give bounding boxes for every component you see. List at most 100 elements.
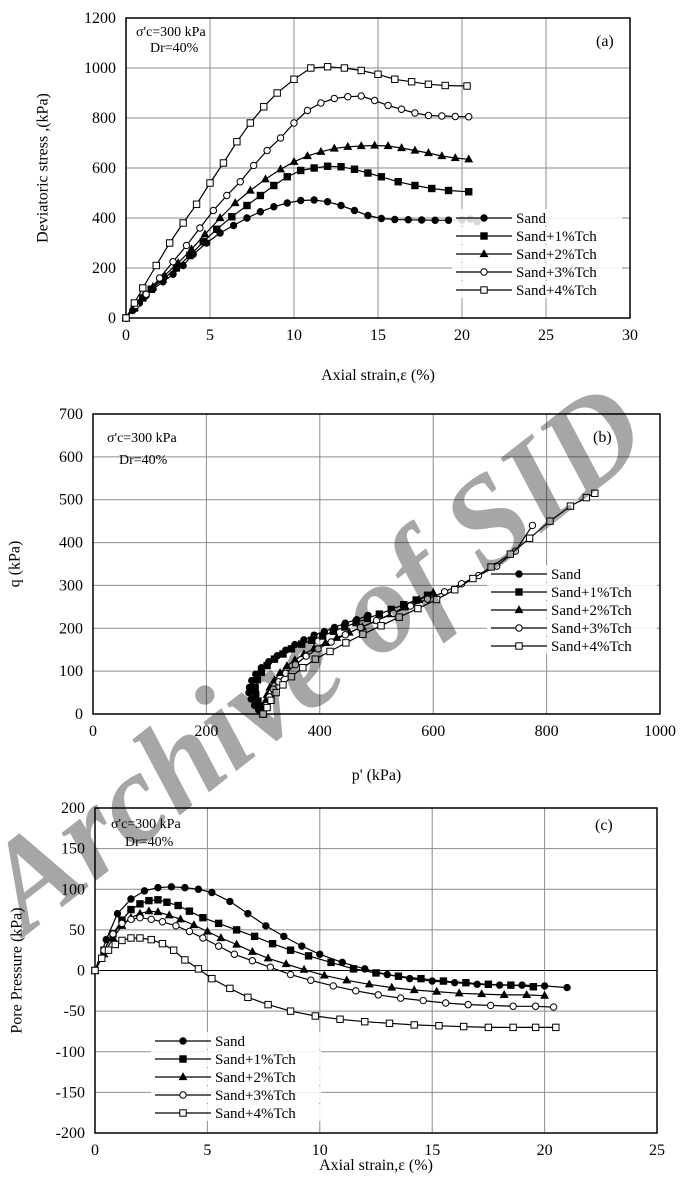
- legend-marker: [178, 1072, 188, 1081]
- legend-label: Sand: [516, 211, 547, 227]
- data-point: [428, 977, 436, 985]
- legend-item: Sand+3%Tch: [487, 619, 657, 637]
- legend-label: Sand: [551, 567, 582, 583]
- data-point: [194, 885, 203, 893]
- data-point: [409, 985, 419, 994]
- data-point: [385, 1019, 394, 1028]
- series-0: [122, 196, 481, 322]
- series-line: [94, 899, 534, 988]
- data-point: [424, 80, 433, 88]
- data-point: [303, 106, 312, 115]
- data-point: [297, 640, 306, 648]
- data-point: [169, 258, 177, 266]
- data-point: [144, 906, 154, 915]
- legend-marker: [179, 1055, 187, 1063]
- data-point: [289, 156, 299, 165]
- data-point: [308, 636, 316, 644]
- data-point: [291, 661, 300, 669]
- data-point: [356, 141, 366, 150]
- data-point: [158, 918, 167, 926]
- data-point: [477, 989, 487, 998]
- data-point: [549, 1003, 558, 1011]
- data-point: [375, 610, 384, 618]
- data-point: [484, 980, 493, 989]
- data-point: [256, 208, 265, 216]
- y-tick-label: 1000: [84, 60, 116, 77]
- data-point: [307, 64, 315, 72]
- data-point: [432, 986, 442, 995]
- data-point: [147, 935, 155, 944]
- data-point: [250, 932, 259, 941]
- data-point: [223, 191, 231, 200]
- data-point: [282, 661, 292, 670]
- data-point: [273, 89, 281, 97]
- data-point: [350, 165, 359, 173]
- legend-backdrop: [452, 281, 622, 298]
- data-point: [251, 683, 259, 692]
- data-point: [196, 224, 204, 232]
- data-point: [192, 200, 201, 208]
- data-point: [441, 999, 450, 1007]
- x-tick-label: 5: [206, 327, 214, 344]
- data-point: [364, 979, 374, 988]
- data-point: [189, 920, 199, 929]
- condition-annotation: σ'c=300 kPa: [136, 25, 206, 40]
- legend-marker: [515, 570, 523, 578]
- data-point: [260, 174, 270, 183]
- data-point: [175, 914, 185, 923]
- data-point: [323, 198, 332, 206]
- data-point: [394, 972, 403, 980]
- legend-backdrop: [487, 601, 657, 618]
- y-axis-label: Deviatoric stress ,(kPa): [35, 93, 52, 243]
- data-point: [155, 274, 164, 282]
- x-tick-label: 800: [535, 723, 559, 740]
- data-point: [206, 179, 214, 187]
- data-point: [179, 219, 187, 227]
- legend-item: Sand+3%Tch: [452, 263, 622, 281]
- data-point: [232, 939, 242, 948]
- legend-backdrop: [487, 565, 657, 582]
- data-point: [213, 225, 221, 233]
- legend-label: Sand+4%Tch: [215, 1106, 296, 1122]
- plot-frame: [92, 413, 661, 715]
- data-point: [397, 143, 406, 152]
- data-point: [297, 166, 305, 175]
- legend-marker: [179, 1109, 187, 1117]
- legend-label: Sand+2%Tch: [215, 1070, 296, 1086]
- x-tick-label: 1000: [644, 723, 676, 740]
- data-point: [226, 897, 234, 906]
- x-axis-label: Axial strain,ε (%): [321, 367, 435, 384]
- data-point: [318, 632, 327, 640]
- data-point: [219, 159, 228, 167]
- data-point: [330, 94, 339, 103]
- data-point: [199, 913, 207, 922]
- data-point: [154, 896, 162, 904]
- data-point: [200, 229, 210, 238]
- data-point: [263, 953, 273, 962]
- legend-item: Sand+2%Tch: [452, 245, 622, 263]
- data-point: [323, 63, 332, 71]
- data-point: [357, 92, 365, 100]
- y-tick-label: 0: [75, 706, 83, 723]
- data-point: [259, 710, 267, 718]
- data-point: [270, 203, 278, 211]
- data-point: [268, 939, 277, 948]
- data-point: [316, 146, 326, 155]
- data-point: [276, 164, 286, 173]
- y-tick-label: 100: [61, 881, 85, 898]
- data-point: [410, 1021, 418, 1029]
- data-point: [283, 173, 291, 181]
- data-point: [311, 1012, 320, 1020]
- data-point: [262, 922, 270, 930]
- data-point: [202, 926, 212, 935]
- data-point: [406, 602, 415, 610]
- x-tick-label: 30: [622, 327, 638, 344]
- data-point: [424, 111, 433, 120]
- data-point: [454, 988, 464, 997]
- legend-item: Sand+4%Tch: [151, 1104, 321, 1122]
- data-point: [139, 284, 147, 292]
- data-point: [127, 895, 135, 903]
- data-point: [226, 984, 234, 993]
- legend-marker: [514, 605, 524, 614]
- x-tick-label: 0: [89, 723, 97, 740]
